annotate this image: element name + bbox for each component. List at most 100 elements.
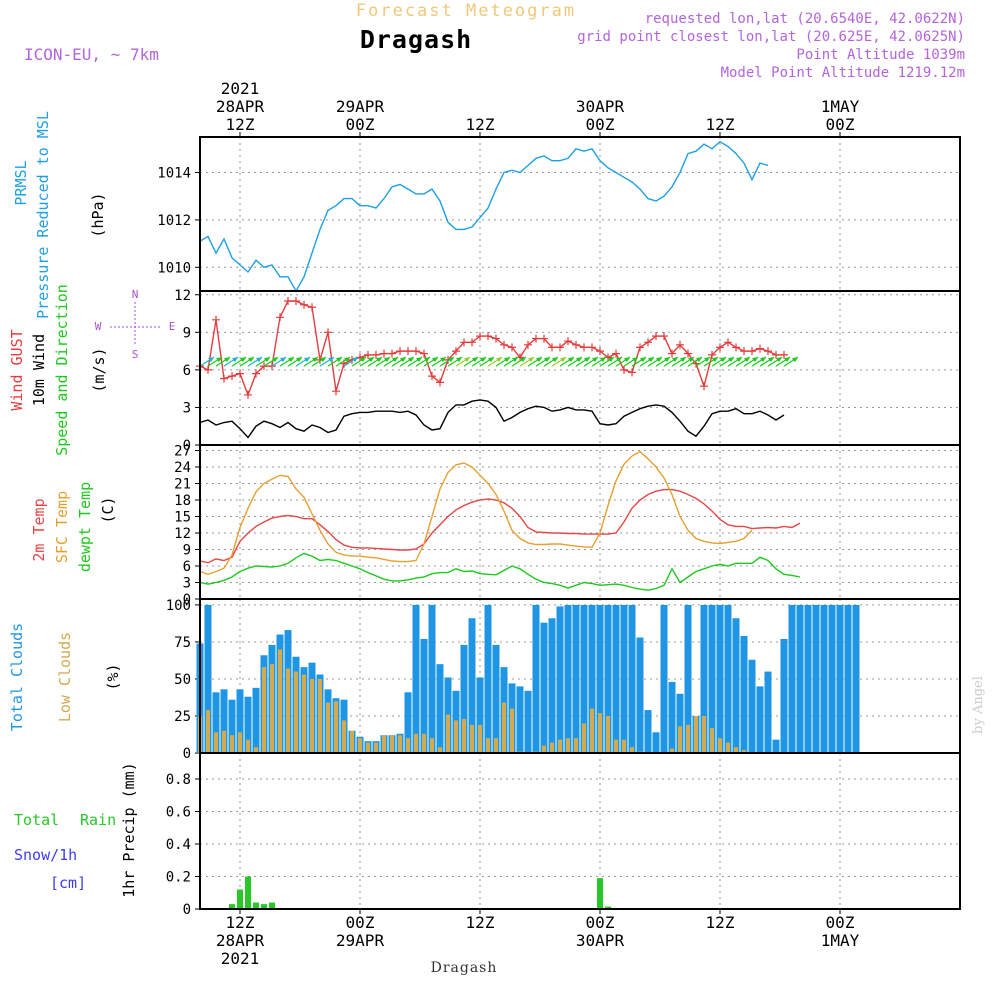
wind-panel: 0 3 6 9 12 xyxy=(174,288,961,454)
gust-marker xyxy=(324,328,332,337)
total-cloud-bar xyxy=(204,604,212,753)
clouds-ytick-label: 75 xyxy=(174,635,191,651)
wind-dir-arrowhead xyxy=(368,357,374,363)
total-cloud-bar xyxy=(540,622,548,753)
low-cloud-bar xyxy=(302,674,306,753)
precip-ytick-label: 0.4 xyxy=(166,837,191,853)
low-cloud-bar xyxy=(694,715,698,753)
gust-marker xyxy=(660,332,668,341)
low-cloud-bar xyxy=(454,720,458,753)
low-cloud-bar xyxy=(382,735,386,753)
wind-dir-arrowhead xyxy=(664,357,670,363)
rain-bar xyxy=(261,904,267,909)
low-cloud-bar xyxy=(566,738,570,753)
total-cloud-bar xyxy=(628,604,636,753)
wind-dir-arrowhead xyxy=(728,357,734,363)
requested-coords: requested lon,lat (20.6540E, 42.0622N) xyxy=(645,11,965,27)
low-cloud-bar xyxy=(558,739,562,753)
gust-marker xyxy=(620,365,628,374)
wind-dir-arrowhead xyxy=(464,357,470,363)
wind-dir-arrowhead xyxy=(408,357,414,363)
precip-ytick-label: 0.2 xyxy=(166,870,191,886)
wind-dir-arrowhead xyxy=(216,357,222,363)
wind-dir-arrowhead xyxy=(400,357,406,363)
super-title: Forecast Meteogram xyxy=(356,1,576,21)
total-cloud-bar xyxy=(748,659,756,753)
wind-dir-arrowhead xyxy=(680,357,686,363)
total-cloud-bar xyxy=(764,671,772,753)
wind-dir-arrowhead xyxy=(584,357,590,363)
gust-marker xyxy=(252,369,260,378)
gust-marker xyxy=(228,372,236,381)
bottom-time-label: 2021 xyxy=(221,949,260,968)
bottom-time-label: 28APR xyxy=(216,931,265,950)
wind-ytick-label: 12 xyxy=(174,288,191,304)
low-cloud-bar xyxy=(438,747,442,753)
series-wind-gust xyxy=(199,300,784,397)
wind-dir-arrowhead xyxy=(448,357,454,363)
wind-dir-arrowhead xyxy=(312,357,318,363)
gust-marker xyxy=(708,350,716,359)
wind-dir-arrowhead xyxy=(632,357,638,363)
low-cloud-bar xyxy=(294,671,298,753)
wind-dir-arrowhead xyxy=(208,357,214,363)
wind-dir-arrowhead xyxy=(704,357,710,363)
temp-ytick-label: 18 xyxy=(174,493,191,509)
wind-dir-arrowhead xyxy=(560,357,566,363)
low-cloud-bar xyxy=(742,750,746,753)
top-time-label: 28APR xyxy=(216,97,265,116)
low-cloud-bar xyxy=(494,738,498,753)
wind-dir-arrowhead xyxy=(376,357,382,363)
total-cloud-bar xyxy=(572,604,580,753)
total-cloud-bar xyxy=(804,604,812,753)
total-cloud-bar xyxy=(228,699,236,753)
wind-dir-arrowhead xyxy=(480,357,486,363)
pressure-labels: PRMSL Pressure Reduced to MSL (hPa) xyxy=(12,111,107,319)
top-time-label: 2021 xyxy=(221,79,260,98)
bottom-time-label: 12Z xyxy=(706,913,735,932)
total-cloud-bar xyxy=(492,644,500,753)
gust-marker xyxy=(580,343,588,352)
pressure-frame xyxy=(199,136,961,292)
wind-dir-arrowhead xyxy=(416,357,422,363)
total-cloud-bar xyxy=(676,693,684,753)
rain-bar xyxy=(229,904,235,909)
clouds-panel: 0 25 50 75 100 xyxy=(166,598,961,762)
temp-ytick-label: 3 xyxy=(183,576,191,592)
gust-marker xyxy=(476,332,484,341)
gust-marker xyxy=(364,350,372,359)
low-cloud-bar xyxy=(262,667,266,753)
gust-marker xyxy=(332,387,340,396)
total-cloud-bar xyxy=(516,686,524,753)
total-cloud-bar xyxy=(460,644,468,753)
series-prmsl xyxy=(199,140,769,293)
clouds-ytick-label: 0 xyxy=(183,746,191,762)
low-cloud-bar xyxy=(710,727,714,753)
top-time-label: 29APR xyxy=(336,97,385,116)
precip-labels: Total Rain Snow/1h [cm] 1hr Precip (mm) xyxy=(14,762,138,897)
wind-dir-arrowhead xyxy=(720,357,726,363)
total-cloud-bar xyxy=(620,604,628,753)
gust-marker xyxy=(220,374,228,383)
gust-marker xyxy=(212,315,220,324)
bottom-time-label: 00Z xyxy=(346,913,375,932)
low-cloud-bar xyxy=(726,742,730,753)
wind-dir-arrowhead xyxy=(616,357,622,363)
low-cloud-bar xyxy=(542,745,546,753)
snow-label: Snow/1h xyxy=(14,846,77,864)
low-cloud-bar xyxy=(414,733,418,753)
total-cloud-bar xyxy=(244,696,252,753)
compass-w: W xyxy=(95,320,102,333)
low-cloud-bar xyxy=(670,748,674,753)
total-cloud-bar xyxy=(852,604,860,753)
wind-dir-arrowhead xyxy=(536,357,542,363)
series-dewpt-temp xyxy=(199,552,801,591)
total-cloud-bar xyxy=(236,689,244,753)
gust-marker xyxy=(276,313,284,322)
low-cloud-bar xyxy=(574,738,578,753)
low-cloud-bar xyxy=(358,738,362,753)
wind-dir-arrowhead xyxy=(672,357,678,363)
pressure-ytick-label: 1010 xyxy=(157,260,191,276)
total-cloud-bar xyxy=(740,636,748,753)
low-cloud-bar xyxy=(222,730,226,753)
